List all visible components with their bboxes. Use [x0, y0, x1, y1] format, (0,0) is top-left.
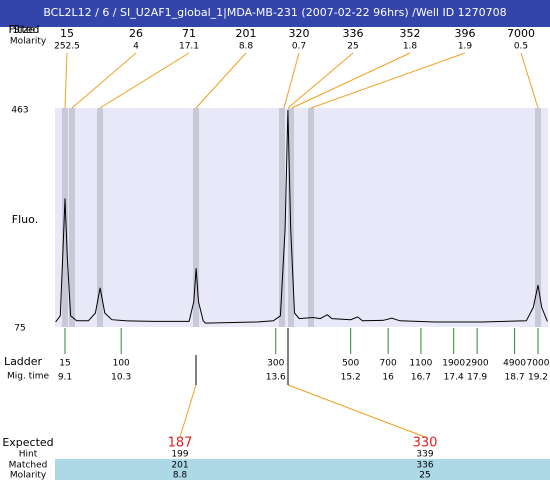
y-max-label: 463: [11, 106, 28, 116]
y-axis-label: Fluo.: [12, 213, 38, 226]
peak-molarity: 0.5: [514, 42, 528, 52]
expected-label: Expected: [2, 436, 53, 449]
ladder-time: 16.7: [411, 373, 431, 383]
ladder-time: 15.2: [341, 373, 361, 383]
ladder-size: 15: [59, 359, 70, 369]
peak-size: 15: [60, 27, 74, 40]
peak-size: 336: [343, 27, 364, 40]
ladder-size: 500: [342, 359, 359, 369]
peak-size: 320: [289, 27, 310, 40]
hint-value: 199: [171, 450, 188, 460]
matched-band: [55, 459, 550, 480]
title-bar: [0, 0, 550, 27]
ladder-time: 17.9: [467, 373, 487, 383]
molarity-label: Molarity: [10, 37, 47, 47]
trace: [55, 109, 548, 324]
ladder-size: 100: [113, 359, 130, 369]
molarity-value: 25: [419, 471, 430, 480]
matched-value: 336: [416, 461, 433, 471]
ladder-size: 4900: [503, 359, 526, 369]
size-label: Fitted: [9, 23, 40, 36]
expected-value: 330: [413, 436, 438, 451]
peak-size: 26: [129, 27, 143, 40]
ladder-time: 9.1: [58, 373, 72, 383]
y-min-label: 75: [14, 324, 25, 334]
peak-size: 201: [236, 27, 257, 40]
matched-value: 201: [171, 461, 188, 471]
matched-label: Matched: [9, 461, 48, 471]
ladder-time: 18.7: [505, 373, 525, 383]
ladder-time: 17.4: [444, 373, 464, 383]
hint-value: 339: [416, 450, 433, 460]
ladder-time: 19.2: [528, 373, 548, 383]
peak-size: 352: [400, 27, 421, 40]
peak-molarity: 252.5: [54, 42, 80, 52]
hint-label: Hint: [19, 450, 38, 460]
ladder-size: 300: [267, 359, 284, 369]
title: BCL2L12 / 6 / SI_U2AF1_global_1|MDA-MB-2…: [43, 6, 506, 19]
peak-size: 7000: [507, 27, 535, 40]
ladder-time: 13.6: [266, 373, 286, 383]
plot-area: [55, 108, 548, 327]
ladder-label: Ladder: [4, 355, 43, 368]
peak-size: 396: [455, 27, 476, 40]
peak-molarity: 17.1: [179, 42, 199, 52]
ladder-size: 1900: [442, 359, 465, 369]
peak-molarity: 1.9: [458, 42, 473, 52]
peak-molarity: 0.7: [292, 42, 306, 52]
mig-time-label: Mig. time: [7, 372, 49, 382]
peak-size: 71: [182, 27, 196, 40]
peak-connectors: [64, 52, 539, 438]
peak-molarity: 25: [347, 42, 358, 52]
ladder-size: 2900: [466, 359, 489, 369]
molarity-row-label: Molarity: [10, 471, 47, 480]
peak-molarity: 4: [133, 42, 139, 52]
peak-bands: [62, 108, 541, 327]
expected-value: 187: [168, 436, 193, 451]
ladder-time: 16: [382, 373, 394, 383]
peak-molarity: 8.8: [239, 42, 254, 52]
peak-molarity: 1.8: [403, 42, 418, 52]
size-label: Size: [13, 23, 36, 36]
ladder-size: 1100: [409, 359, 432, 369]
ladder-size: 700: [380, 359, 397, 369]
molarity-value: 8.8: [173, 471, 188, 480]
ladder-time: 10.3: [111, 373, 131, 383]
ladder-size: 7000: [527, 359, 550, 369]
